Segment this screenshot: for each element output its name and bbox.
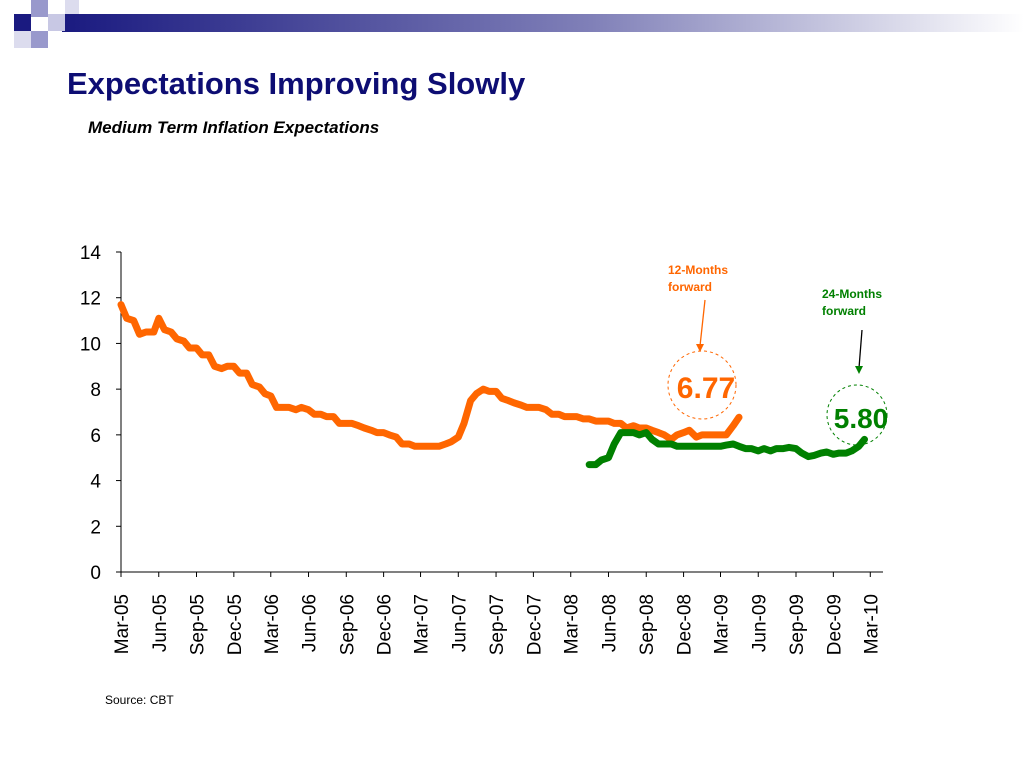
x-tick-label: Sep-06 bbox=[337, 594, 358, 655]
x-tick-label: Mar-06 bbox=[262, 594, 283, 654]
x-tick-label: Dec-09 bbox=[824, 594, 845, 655]
header-square bbox=[31, 31, 48, 48]
annotation-arrowhead bbox=[696, 344, 704, 352]
chart-annotations: 12-Months forward 6.77 24-Months forward 5.80 bbox=[667, 263, 889, 446]
header-square bbox=[14, 31, 31, 48]
y-tick-label: 14 bbox=[80, 243, 102, 264]
chart-axes: 0 2 4 6 8 10 12 14 Mar-05 Jun-05 Sep-05 Dec-05 Mar-0… bbox=[80, 243, 883, 655]
annotation-arrowhead bbox=[855, 366, 863, 374]
annotation-label: 12-Months forward bbox=[668, 263, 728, 294]
x-tick-label: Sep-05 bbox=[188, 594, 209, 655]
slide-title: Expectations Improving Slowly bbox=[67, 66, 526, 101]
x-tick-label: Mar-08 bbox=[562, 594, 583, 654]
x-tick-label: Sep-08 bbox=[637, 594, 658, 655]
x-tick-label: Dec-08 bbox=[675, 594, 696, 655]
y-tick-label: 8 bbox=[90, 380, 101, 401]
annotation-arrow bbox=[858, 329, 863, 369]
annotation-value: 6.77 bbox=[677, 372, 735, 405]
annotation-arrow bbox=[699, 299, 706, 347]
y-tick-label: 2 bbox=[90, 517, 101, 538]
annotation-label: 24-Months forward bbox=[822, 287, 882, 318]
x-tick-label: Jun-08 bbox=[599, 594, 620, 652]
x-tick-label: Dec-07 bbox=[524, 594, 545, 655]
x-tick-label: Mar-07 bbox=[412, 594, 433, 654]
annotation-value: 5.80 bbox=[834, 403, 889, 434]
header-square bbox=[48, 14, 65, 31]
y-tick-label: 0 bbox=[90, 563, 101, 584]
x-tick-label: Jun-05 bbox=[150, 594, 171, 652]
y-tick-label: 4 bbox=[90, 472, 101, 493]
header-square bbox=[65, 0, 79, 14]
x-tick-label: Jun-06 bbox=[300, 594, 321, 652]
x-tick-label: Mar-10 bbox=[861, 594, 882, 654]
x-tick-label: Dec-05 bbox=[225, 594, 246, 655]
x-tick-label: Sep-07 bbox=[487, 594, 508, 655]
header-square bbox=[14, 14, 31, 31]
x-tick-label: Jun-07 bbox=[449, 594, 470, 652]
y-tick-label: 10 bbox=[80, 334, 101, 355]
header-gradient-bar bbox=[62, 14, 1024, 32]
x-tick-label: Mar-09 bbox=[712, 594, 733, 654]
x-tick-label: Dec-06 bbox=[375, 594, 396, 655]
x-tick-label: Sep-09 bbox=[787, 594, 808, 655]
x-tick-label: Jun-09 bbox=[749, 594, 770, 652]
series-line-12-months-forward bbox=[117, 301, 743, 450]
slide-header-decoration bbox=[14, 0, 1024, 48]
header-square bbox=[31, 0, 48, 17]
chart-series bbox=[117, 301, 868, 469]
y-tick-label: 12 bbox=[80, 289, 101, 310]
source-note: Source: CBT bbox=[105, 693, 174, 707]
annotation-circle bbox=[667, 350, 737, 420]
chart-subtitle: Medium Term Inflation Expectations bbox=[88, 118, 380, 137]
y-tick-label: 6 bbox=[90, 426, 101, 447]
x-tick-label: Mar-05 bbox=[112, 594, 133, 654]
annotation-circle bbox=[826, 384, 888, 446]
